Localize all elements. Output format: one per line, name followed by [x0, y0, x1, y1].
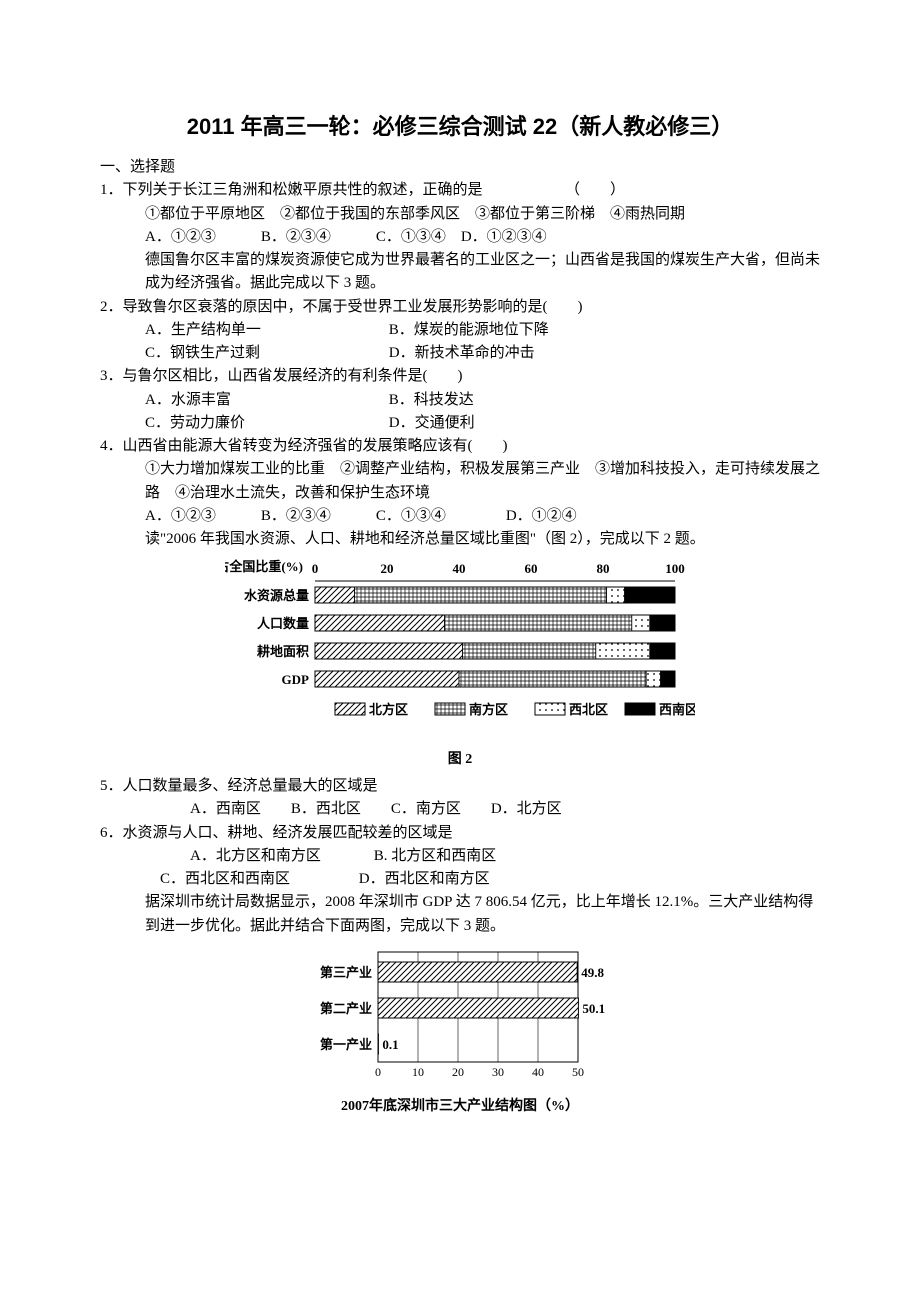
- page-title: 2011 年高三一轮：必修三综合测试 22（新人教必修三）: [100, 110, 820, 144]
- svg-text:30: 30: [492, 1065, 504, 1079]
- svg-text:第一产业: 第一产业: [320, 1037, 372, 1052]
- svg-text:49.8: 49.8: [581, 965, 604, 980]
- svg-text:北方区: 北方区: [369, 702, 408, 717]
- svg-text:西南区: 西南区: [659, 702, 695, 717]
- svg-text:0: 0: [312, 561, 319, 576]
- svg-text:60: 60: [525, 561, 538, 576]
- svg-text:50.1: 50.1: [582, 1001, 605, 1016]
- svg-text:第二产业: 第二产业: [320, 1001, 372, 1016]
- q1-options: A．①②③ B．②③④ C．①③④ D．①②③④: [100, 226, 820, 249]
- q4-items: ①大力增加煤炭工业的比重 ②调整产业结构，积极发展第三产业 ③增加科技投入，走可…: [100, 458, 820, 505]
- svg-text:50: 50: [572, 1065, 584, 1079]
- q3-optB: B．科技发达: [389, 389, 474, 412]
- svg-text:南方区: 南方区: [469, 702, 508, 717]
- svg-text:40: 40: [453, 561, 466, 576]
- figure-3-caption: 2007年底深圳市三大产业结构图（%）: [100, 1096, 820, 1118]
- svg-text:GDP: GDP: [282, 672, 310, 687]
- q5-stem: 5．人口数量最多、经济总量最大的区域是: [100, 775, 820, 798]
- q4-options: A．①②③ B．②③④ C．①③④ D．①②④: [100, 505, 820, 528]
- q3-optD: D．交通便利: [389, 412, 475, 435]
- figure-3: 0 10 20 30 40 50 第三产业 49.8 第二产业 50.1 第一产业 0.1 2007年…: [100, 944, 820, 1118]
- svg-text:水资源总量: 水资源总量: [244, 588, 309, 603]
- q2-stem: 2．导致鲁尔区衰落的原因中，不属于受世界工业发展形势影响的是( ): [100, 296, 820, 319]
- svg-text:人口数量: 人口数量: [257, 616, 309, 631]
- q6-optC: C．西北区和西南区: [160, 868, 355, 891]
- q3-optC: C．劳动力廉价: [145, 412, 385, 435]
- q6-optB: B. 北方区和西南区: [374, 845, 497, 868]
- svg-text:第三产业: 第三产业: [320, 965, 372, 980]
- q6-optD: D．西北区和南方区: [359, 868, 490, 891]
- figure-2: 占全国比重(%) 0 20 40 60 80 100 水资源总量人口数量耕地面积 GDP 北方区 南…: [100, 557, 820, 771]
- svg-text:40: 40: [532, 1065, 544, 1079]
- q2-optA: A．生产结构单一: [145, 319, 385, 342]
- q1-items: ①都位于平原地区 ②都位于我国的东部季风区 ③都位于第三阶梯 ④雨热同期: [100, 203, 820, 226]
- q6-options-row1: A．北方区和南方区 B. 北方区和西南区: [100, 845, 820, 868]
- svg-text:耕地面积: 耕地面积: [257, 644, 309, 659]
- section-heading: 一、选择题: [100, 156, 820, 179]
- q5-options: A．西南区 B．西北区 C．南方区 D．北方区: [100, 798, 820, 821]
- q6-optA: A．北方区和南方区: [190, 845, 370, 868]
- q3-stem: 3．与鲁尔区相比，山西省发展经济的有利条件是( ): [100, 365, 820, 388]
- q4-stem: 4．山西省由能源大省转变为经济强省的发展策略应该有( ): [100, 435, 820, 458]
- svg-text:占全国比重(%): 占全国比重(%): [225, 559, 303, 574]
- context-a: 德国鲁尔区丰富的煤炭资源使它成为世界最著名的工业区之一；山西省是我国的煤炭生产大…: [100, 249, 820, 296]
- svg-text:20: 20: [452, 1065, 464, 1079]
- context-c: 据深圳市统计局数据显示，2008 年深圳市 GDP 达 7 806.54 亿元，…: [100, 891, 820, 938]
- svg-text:10: 10: [412, 1065, 424, 1079]
- q6-options-row2: C．西北区和西南区 D．西北区和南方区: [100, 868, 820, 891]
- q3-options-row2: C．劳动力廉价 D．交通便利: [100, 412, 820, 435]
- figure-2-caption: 图 2: [100, 749, 820, 771]
- svg-text:80: 80: [597, 561, 610, 576]
- q2-optC: C．钢铁生产过剩: [145, 342, 385, 365]
- q2-options-row1: A．生产结构单一 B．煤炭的能源地位下降: [100, 319, 820, 342]
- svg-text:0.1: 0.1: [382, 1037, 398, 1052]
- q1-stem: 1．下列关于长江三角洲和松嫩平原共性的叙述，正确的是 （ ）: [100, 179, 820, 202]
- q3-options-row1: A．水源丰富 B．科技发达: [100, 389, 820, 412]
- svg-text:100: 100: [665, 561, 685, 576]
- svg-text:西北区: 西北区: [569, 702, 608, 717]
- q2-options-row2: C．钢铁生产过剩 D．新技术革命的冲击: [100, 342, 820, 365]
- q2-optD: D．新技术革命的冲击: [389, 342, 535, 365]
- svg-text:20: 20: [381, 561, 394, 576]
- svg-text:0: 0: [375, 1065, 381, 1079]
- q2-optB: B．煤炭的能源地位下降: [389, 319, 549, 342]
- q3-optA: A．水源丰富: [145, 389, 385, 412]
- context-b: 读"2006 年我国水资源、人口、耕地和经济总量区域比重图"（图 2），完成以下…: [100, 528, 820, 551]
- q6-stem: 6．水资源与人口、耕地、经济发展匹配较差的区域是: [100, 822, 820, 845]
